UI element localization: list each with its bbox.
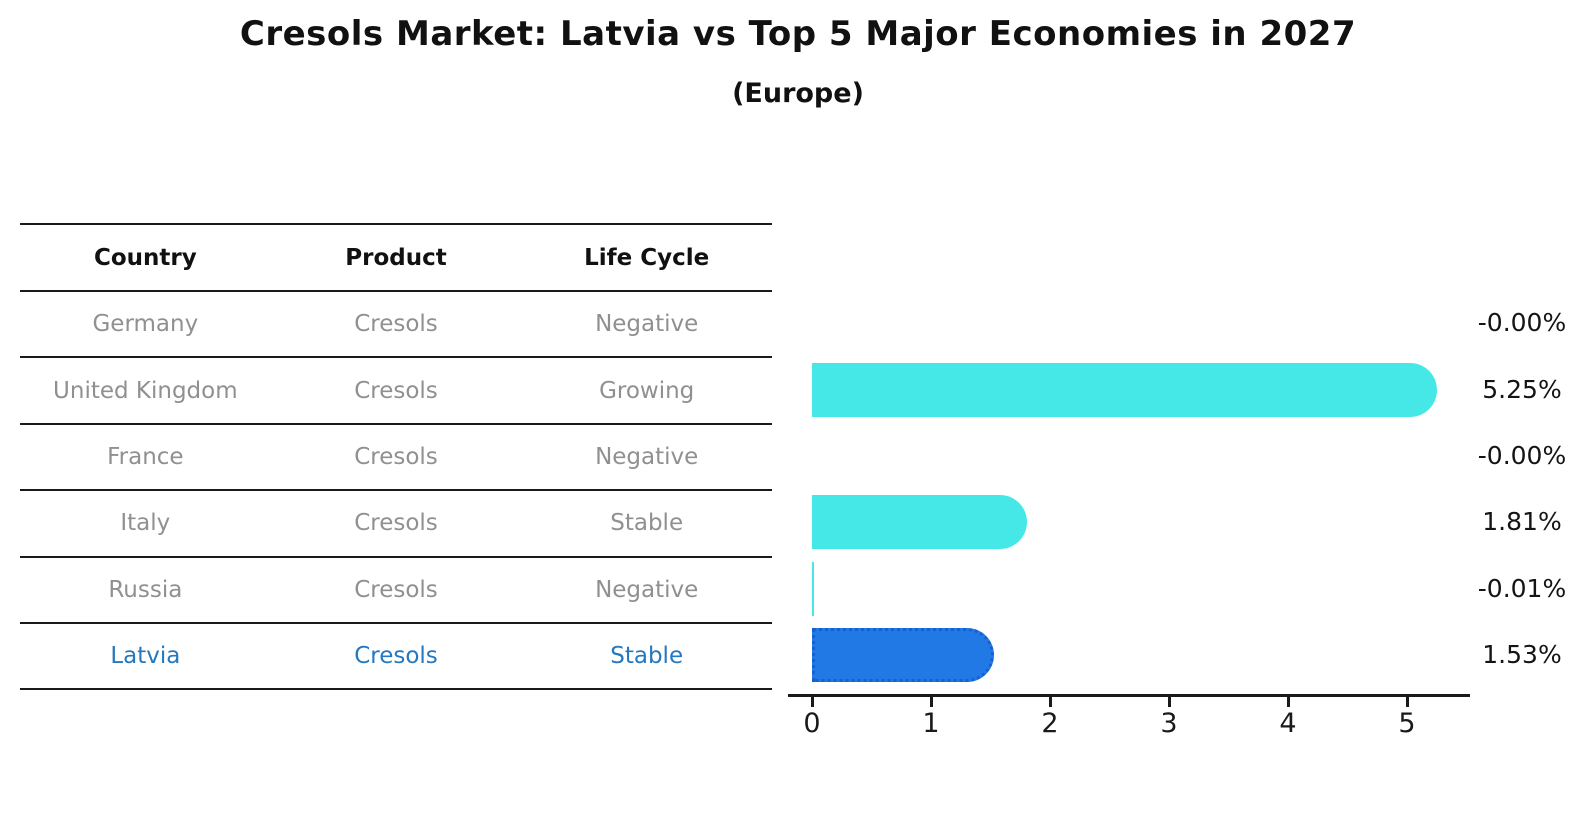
bar-italy <box>812 495 1028 550</box>
lifecycle-cell: Stable <box>610 510 684 537</box>
table-row-italy: Italy Cresols Stable <box>20 491 772 558</box>
bar-value-label-germany: -0.00% <box>1477 308 1567 338</box>
x-axis-tick-label-1: 1 <box>922 708 940 739</box>
bar-latvia <box>812 628 995 683</box>
lifecycle-cell: Stable <box>610 643 684 670</box>
col-header-product: Product <box>345 244 447 271</box>
bar-value-label-france: -0.00% <box>1477 441 1567 470</box>
comparison-table: Country Product Life Cycle Germany Cresol… <box>20 223 772 691</box>
country-cell: France <box>107 443 184 470</box>
x-axis-tick-5 <box>1405 697 1409 707</box>
x-axis-tick-label-4: 4 <box>1279 708 1297 739</box>
lifecycle-cell: Negative <box>595 576 699 603</box>
product-cell: Cresols <box>354 576 438 603</box>
lifecycle-cell: Negative <box>595 443 699 470</box>
product-cell: Cresols <box>354 510 438 537</box>
bar-value-label-united-kingdom: 5.25% <box>1482 374 1562 404</box>
country-cell: Italy <box>120 510 171 537</box>
chart-subtitle: (Europe) <box>732 78 864 109</box>
x-axis-tick-label-3: 3 <box>1160 708 1178 739</box>
country-cell: Germany <box>92 311 199 338</box>
x-axis-tick-label-0: 0 <box>803 708 821 739</box>
lifecycle-cell: Negative <box>595 311 699 338</box>
table-row-france: France Cresols Negative <box>20 425 772 492</box>
country-cell: United Kingdom <box>53 377 238 404</box>
lifecycle-cell: Growing <box>599 377 695 404</box>
product-cell: Cresols <box>354 443 438 470</box>
x-axis-tick-4 <box>1286 697 1290 707</box>
x-axis-tick-2 <box>1048 697 1052 707</box>
table-body: Germany Cresols Negative United Kingdom Cres… <box>20 292 772 691</box>
product-cell: Cresols <box>354 377 438 404</box>
table-row-germany: Germany Cresols Negative <box>20 292 772 359</box>
bar-value-label-latvia: 1.53% <box>1482 640 1562 670</box>
col-header-lifecycle: Life Cycle <box>584 244 710 271</box>
bar-value-label-russia: -0.01% <box>1477 573 1567 603</box>
col-header-country: Country <box>93 244 197 271</box>
bar-value-label-italy: 1.81% <box>1482 507 1562 537</box>
bar-russia <box>812 561 814 616</box>
country-cell: Latvia <box>110 643 181 670</box>
x-axis-tick-label-2: 2 <box>1041 708 1059 739</box>
table-row-latvia: Latvia Cresols Stable <box>20 624 772 691</box>
chart-title: Cresols Market: Latvia vs Top 5 Major Ec… <box>239 14 1357 54</box>
product-cell: Cresols <box>354 311 438 338</box>
table-header-row: Country Product Life Cycle <box>20 225 772 292</box>
x-axis-tick-label-5: 5 <box>1398 708 1416 739</box>
country-cell: Russia <box>108 576 183 603</box>
x-axis-tick-0 <box>810 697 814 707</box>
table-row-united-kingdom: United Kingdom Cresols Growing <box>20 358 772 425</box>
x-axis-tick-1 <box>929 697 933 707</box>
x-axis-line <box>788 694 1470 697</box>
bar-united-kingdom <box>812 362 1437 417</box>
x-axis-tick-3 <box>1167 697 1171 707</box>
table-row-russia: Russia Cresols Negative <box>20 558 772 624</box>
product-cell: Cresols <box>354 643 438 670</box>
